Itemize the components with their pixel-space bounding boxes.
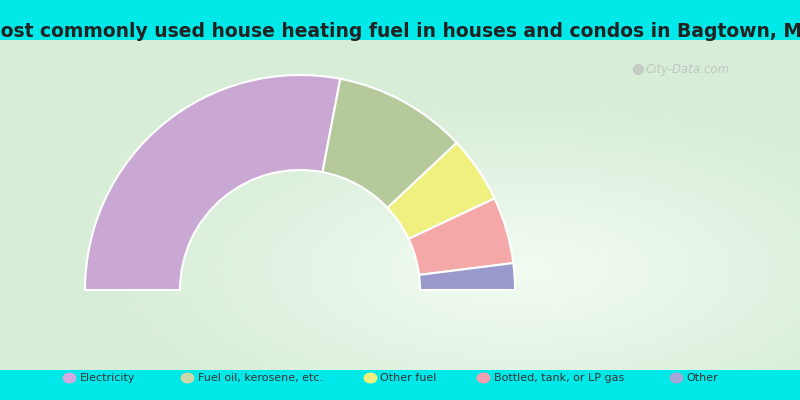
Wedge shape — [409, 198, 514, 275]
Text: Other: Other — [686, 373, 718, 383]
Text: City-Data.com: City-Data.com — [645, 64, 729, 76]
Bar — [0, 0, 800, 40]
Wedge shape — [387, 143, 494, 239]
Wedge shape — [322, 79, 457, 208]
Ellipse shape — [62, 372, 77, 384]
Text: Other fuel: Other fuel — [381, 373, 437, 383]
Text: Most commonly used house heating fuel in houses and condos in Bagtown, MD: Most commonly used house heating fuel in… — [0, 22, 800, 41]
Ellipse shape — [363, 372, 378, 384]
Ellipse shape — [181, 372, 194, 384]
Text: Electricity: Electricity — [79, 373, 135, 383]
Text: Fuel oil, kerosene, etc.: Fuel oil, kerosene, etc. — [198, 373, 322, 383]
Wedge shape — [85, 75, 340, 290]
Wedge shape — [419, 263, 515, 290]
Ellipse shape — [670, 372, 683, 384]
Ellipse shape — [477, 372, 490, 384]
Bar — [0, 370, 800, 400]
Text: Bottled, tank, or LP gas: Bottled, tank, or LP gas — [494, 373, 624, 383]
